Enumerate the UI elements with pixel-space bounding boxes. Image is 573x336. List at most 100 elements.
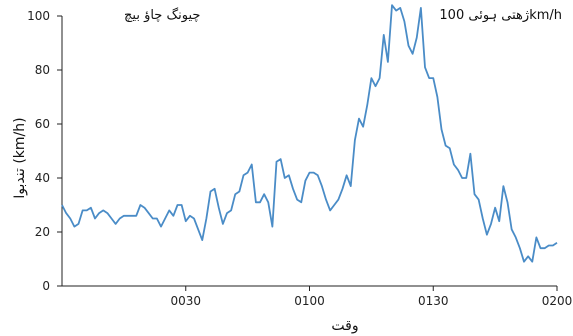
data-point (61, 204, 63, 206)
data-point (102, 209, 104, 211)
data-point (474, 193, 476, 195)
data-point (523, 261, 525, 263)
data-point (552, 245, 554, 247)
data-point (556, 242, 558, 244)
data-point (457, 169, 459, 171)
data-point (90, 207, 92, 209)
x-tick-label: 0030 (170, 294, 201, 308)
data-point (424, 66, 426, 68)
data-point (469, 153, 471, 155)
data-point (387, 61, 389, 63)
data-point (148, 212, 150, 214)
data-point (350, 185, 352, 187)
data-point (548, 245, 550, 247)
data-point (502, 185, 504, 187)
data-point (304, 180, 306, 182)
data-point (164, 218, 166, 220)
data-point (197, 228, 199, 230)
data-point (172, 215, 174, 217)
data-point (515, 236, 517, 238)
data-point (123, 215, 125, 217)
data-point (160, 226, 162, 228)
y-tick-label: 0 (42, 279, 50, 293)
data-point (395, 10, 397, 12)
data-point (276, 161, 278, 163)
data-point (230, 209, 232, 211)
data-point (280, 158, 282, 160)
data-point (412, 53, 414, 55)
data-point (94, 218, 96, 220)
data-point (416, 37, 418, 39)
y-axis-title: تندبوا (km/h) (12, 117, 28, 198)
annotation-location: چیونگ چاؤ بیچ (124, 7, 200, 23)
y-tick-label: 40 (35, 171, 50, 185)
data-point (399, 7, 401, 9)
x-tick-label: 0200 (542, 294, 573, 308)
data-point (511, 228, 513, 230)
data-point (251, 164, 253, 166)
data-point (144, 207, 146, 209)
data-point (139, 204, 141, 206)
data-point (243, 174, 245, 176)
data-point (247, 172, 249, 174)
data-point (78, 223, 80, 225)
data-point (375, 85, 377, 87)
annotation-gust: ژھتی ہوئی 100km/h (439, 8, 562, 23)
y-tick-label: 20 (35, 225, 50, 239)
y-tick-label: 100 (27, 9, 50, 23)
data-point (300, 201, 302, 203)
data-point (156, 218, 158, 220)
data-point (168, 209, 170, 211)
data-point (329, 209, 331, 211)
data-point (527, 255, 529, 257)
data-point (408, 45, 410, 47)
data-point (535, 236, 537, 238)
data-point (255, 201, 257, 203)
data-point (519, 247, 521, 249)
data-point (461, 177, 463, 179)
data-point (445, 145, 447, 147)
data-point (383, 34, 385, 36)
data-point (317, 174, 319, 176)
data-point (177, 204, 179, 206)
data-point (210, 191, 212, 193)
data-point (354, 139, 356, 141)
data-point (362, 126, 364, 128)
data-point (379, 77, 381, 79)
data-point (358, 118, 360, 120)
data-point (540, 247, 542, 249)
data-point (226, 212, 228, 214)
data-point (531, 261, 533, 263)
y-ticks: 0 20 40 60 80 100 (27, 9, 62, 293)
data-point (436, 96, 438, 98)
data-point (111, 218, 113, 220)
data-point (482, 218, 484, 220)
y-tick-label: 60 (35, 117, 50, 131)
data-point (131, 215, 133, 217)
data-point (189, 215, 191, 217)
data-point (544, 247, 546, 249)
data-point (296, 199, 298, 201)
data-point (494, 207, 496, 209)
data-point (115, 223, 117, 225)
data-point (284, 177, 286, 179)
data-point (370, 77, 372, 79)
x-tick-label: 0100 (294, 294, 325, 308)
data-point (201, 239, 203, 241)
data-point (432, 77, 434, 79)
data-point (267, 201, 269, 203)
data-point (82, 209, 84, 211)
data-point (333, 204, 335, 206)
data-point (106, 212, 108, 214)
data-point (288, 174, 290, 176)
data-point (73, 226, 75, 228)
data-point (313, 172, 315, 174)
data-point (337, 199, 339, 201)
data-point (342, 188, 344, 190)
data-point (366, 104, 368, 106)
data-point (292, 188, 294, 190)
data-point (486, 234, 488, 236)
data-point (478, 199, 480, 201)
data-point (507, 201, 509, 203)
